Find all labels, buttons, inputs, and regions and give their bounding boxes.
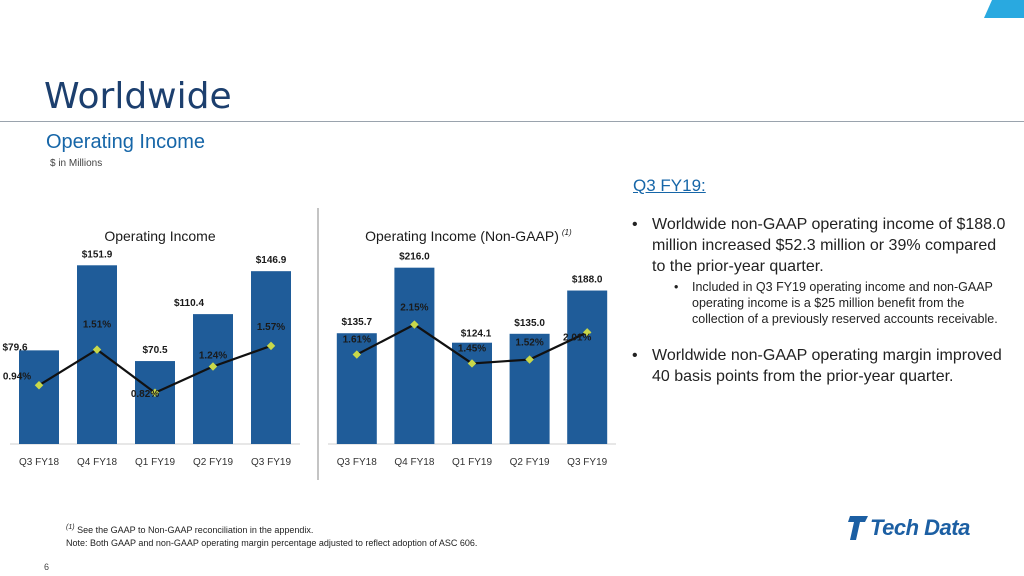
bar bbox=[394, 267, 435, 444]
chart-title: Operating Income bbox=[104, 228, 215, 244]
logo-mark-icon bbox=[848, 516, 868, 540]
commentary-heading: Q3 FY19: bbox=[633, 176, 706, 195]
margin-value-label: 1.52% bbox=[515, 338, 543, 349]
footnote-reconciliation: (1) See the GAAP to Non-GAAP reconciliat… bbox=[66, 524, 313, 535]
category-label: Q4 FY18 bbox=[394, 457, 434, 468]
logo-text: Tech Data bbox=[870, 515, 970, 540]
category-label: Q2 FY19 bbox=[193, 457, 233, 468]
category-label: Q3 FY18 bbox=[337, 457, 377, 468]
bar bbox=[336, 333, 377, 444]
margin-point bbox=[92, 345, 102, 354]
page-number: 6 bbox=[44, 562, 50, 572]
margin-value-label: 2.01% bbox=[563, 332, 591, 343]
margin-value-label: 1.24% bbox=[199, 351, 227, 362]
footnote-text: See the GAAP to Non-GAAP reconciliation … bbox=[77, 525, 314, 535]
bar-value-label: $216.0 bbox=[399, 252, 430, 263]
units-label: $ in Millions bbox=[50, 158, 103, 169]
bullet-symbol: • bbox=[632, 347, 638, 364]
bullet-non-gaap-income: • Worldwide non-GAAP operating income of… bbox=[628, 214, 1008, 277]
margin-value-label: 1.51% bbox=[83, 320, 111, 331]
chart-title-footnote-marker: (1) bbox=[562, 228, 572, 237]
category-label: Q1 FY19 bbox=[135, 457, 175, 468]
bar-value-label: $135.7 bbox=[342, 317, 373, 328]
title-divider bbox=[0, 121, 1024, 122]
page-subtitle: Operating Income bbox=[46, 131, 205, 153]
margin-point bbox=[208, 362, 218, 371]
category-label: Q2 FY19 bbox=[510, 457, 550, 468]
category-label: Q3 FY19 bbox=[251, 457, 291, 468]
margin-point bbox=[34, 381, 44, 390]
bar-value-label: $70.5 bbox=[142, 345, 167, 356]
bar-value-label: $79.6 bbox=[2, 342, 27, 353]
margin-point bbox=[266, 341, 276, 351]
corner-accent bbox=[984, 0, 1024, 18]
bullet-operating-margin: • Worldwide non-GAAP operating margin im… bbox=[628, 345, 1008, 387]
margin-point bbox=[410, 320, 419, 329]
bullet-text: Worldwide non-GAAP operating income of $… bbox=[652, 216, 1006, 275]
margin-value-label: 1.57% bbox=[257, 322, 285, 333]
bar bbox=[567, 290, 608, 444]
margin-point bbox=[467, 359, 477, 368]
margin-value-label: 2.15% bbox=[400, 303, 428, 314]
bar-value-label: $151.9 bbox=[82, 249, 113, 260]
sub-bullet-symbol: • bbox=[674, 280, 679, 294]
bar-value-label: $135.0 bbox=[514, 318, 545, 329]
margin-value-label: 1.45% bbox=[458, 343, 486, 354]
sub-bullet-receivable-benefit: • Included in Q3 FY19 operating income a… bbox=[628, 279, 1008, 327]
bar bbox=[19, 350, 59, 444]
operating-income-charts: Operating Income $79.6 Q3 FY18 $151.9 Q4 FY1… bbox=[2, 208, 616, 480]
bullet-text: Worldwide non-GAAP operating margin impr… bbox=[652, 347, 1002, 385]
margin-point bbox=[352, 350, 362, 359]
charts-area: Operating Income $79.6 Q3 FY18 $151.9 Q4 FY1… bbox=[0, 200, 620, 485]
bullet-symbol: • bbox=[632, 216, 638, 233]
bar bbox=[251, 271, 291, 444]
bar-value-label: $188.0 bbox=[572, 275, 603, 286]
bar-value-label: $146.9 bbox=[256, 255, 287, 266]
margin-point bbox=[150, 388, 160, 397]
bar-value-label: $110.4 bbox=[174, 298, 204, 309]
margin-value-label: 1.61% bbox=[343, 335, 371, 346]
bar bbox=[77, 265, 117, 444]
sub-bullet-text: Included in Q3 FY19 operating income and… bbox=[692, 280, 998, 326]
chart-title: Operating Income (Non-GAAP) bbox=[365, 228, 559, 244]
page-title: Worldwide bbox=[44, 76, 232, 117]
margin-value-label: 0.94% bbox=[3, 371, 31, 382]
margin-value-label: 0.82% bbox=[131, 389, 159, 400]
category-label: Q1 FY19 bbox=[452, 457, 492, 468]
bar-value-label: $124.1 bbox=[461, 329, 492, 340]
bar bbox=[452, 342, 492, 444]
footnote-marker: (1) bbox=[66, 524, 75, 531]
bar bbox=[509, 333, 550, 444]
bar bbox=[193, 314, 233, 444]
bar bbox=[135, 361, 175, 444]
category-label: Q3 FY19 bbox=[567, 457, 607, 468]
category-label: Q3 FY18 bbox=[19, 457, 59, 468]
footnote-asc606: Note: Both GAAP and non-GAAP operating m… bbox=[66, 538, 478, 548]
category-label: Q4 FY18 bbox=[77, 457, 117, 468]
tech-data-logo: Tech Data bbox=[846, 514, 986, 540]
commentary-panel: Q3 FY19: • Worldwide non-GAAP operating … bbox=[628, 176, 1008, 387]
